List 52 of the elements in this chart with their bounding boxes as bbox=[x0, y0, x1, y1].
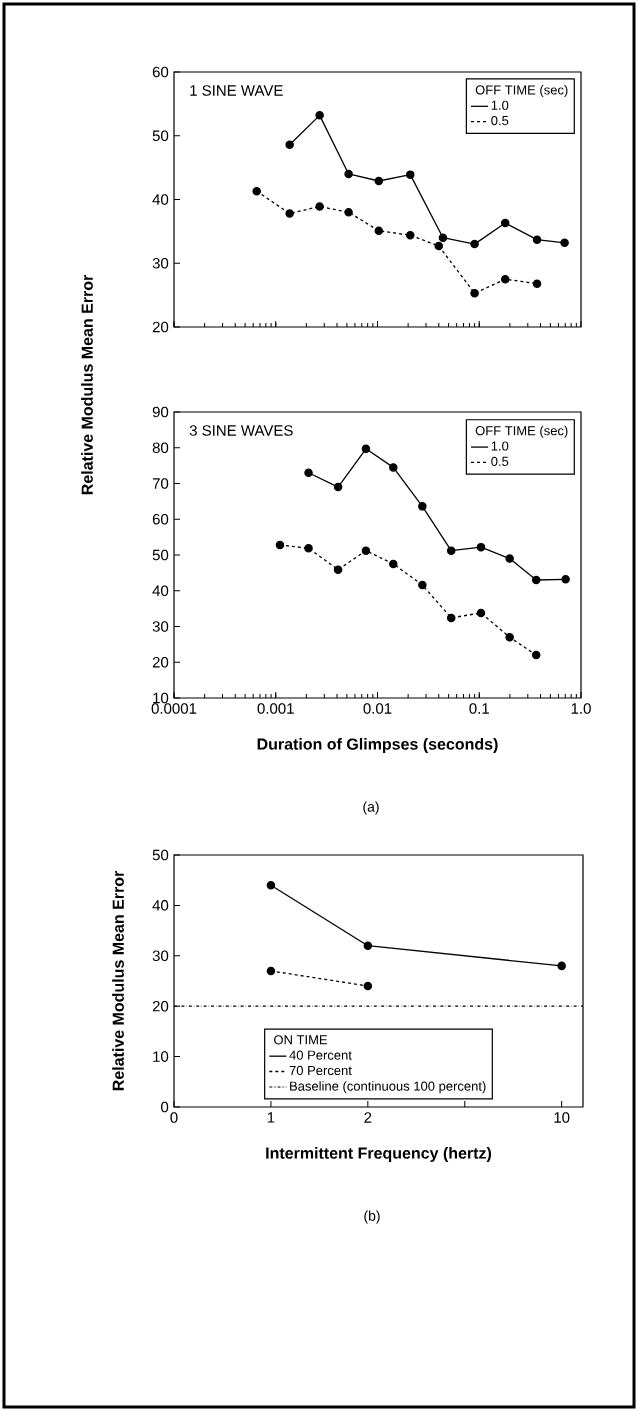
y-tick-label: 0 bbox=[161, 1101, 169, 1113]
point bbox=[363, 981, 373, 991]
y-tick-label: 40 bbox=[152, 900, 169, 911]
y-tick-label: 60 bbox=[152, 66, 169, 78]
y-tick-label: 90 bbox=[152, 406, 169, 418]
y-tick-label: 40 bbox=[152, 585, 169, 597]
x-tick-label: 0 bbox=[170, 1112, 178, 1123]
annotation: 1 SINE WAVE bbox=[190, 85, 283, 96]
legend-label: 1.0 bbox=[491, 100, 509, 110]
y-tick-label: 30 bbox=[152, 621, 169, 632]
legend-title: ON TIME bbox=[274, 1035, 328, 1045]
legend-title: OFF TIME (sec) bbox=[475, 84, 568, 98]
y-tick-label: 50 bbox=[152, 549, 169, 561]
legend-label: 1.0 bbox=[491, 441, 509, 451]
y-axis-title: Relative Modulus Mean Error bbox=[81, 274, 93, 495]
x-tick-label: 0.1 bbox=[469, 703, 489, 714]
y-tick-label: 20 bbox=[152, 321, 169, 333]
y-tick-label: 40 bbox=[152, 194, 169, 205]
x-tick-label: 1 bbox=[267, 1112, 275, 1123]
y-tick-label: 10 bbox=[153, 1051, 169, 1062]
y-tick-label: 10 bbox=[153, 692, 169, 704]
x-tick-label: 10 bbox=[554, 1112, 570, 1123]
x-tick-label: 0.0001 bbox=[151, 703, 197, 714]
legend-label: Baseline (continuous 100 percent) bbox=[290, 1081, 486, 1094]
x-tick-label: 0.01 bbox=[363, 703, 392, 714]
y-axis-title: Relative Modulus Mean Error bbox=[112, 871, 124, 1091]
y-tick-label: 20 bbox=[152, 1000, 169, 1012]
y-tick-label: 50 bbox=[152, 130, 169, 142]
y-tick-label: 80 bbox=[152, 442, 169, 454]
legend-label: 40 Percent bbox=[289, 1050, 352, 1060]
text: (b) bbox=[364, 1210, 380, 1224]
text: (a) bbox=[363, 801, 379, 815]
point bbox=[266, 966, 276, 976]
point bbox=[266, 880, 276, 890]
y-tick-label: 30 bbox=[152, 257, 169, 269]
annotation: 3 SINE WAVES bbox=[189, 425, 293, 436]
y-tick-label: 50 bbox=[152, 849, 169, 861]
y-tick-label: 20 bbox=[152, 656, 169, 668]
legend-label: 70 Percent bbox=[289, 1065, 352, 1076]
x-tick-label: 0.001 bbox=[257, 703, 294, 714]
x-tick-label: 2 bbox=[364, 1112, 372, 1123]
x-axis-title: Intermittent Frequency (hertz) bbox=[266, 1147, 492, 1162]
legend-title: OFF TIME (sec) bbox=[475, 425, 568, 438]
y-tick-label: 30 bbox=[152, 950, 169, 962]
x-axis-title: Duration of Glimpses (seconds) bbox=[257, 738, 498, 753]
legend-label: 0.5 bbox=[491, 456, 509, 466]
y-tick-label: 60 bbox=[152, 513, 169, 525]
x-tick-label: 1.0 bbox=[571, 703, 591, 714]
point bbox=[363, 941, 373, 950]
point bbox=[557, 961, 566, 971]
legend-label: 0.5 bbox=[491, 115, 509, 126]
y-tick-label: 70 bbox=[152, 478, 169, 489]
